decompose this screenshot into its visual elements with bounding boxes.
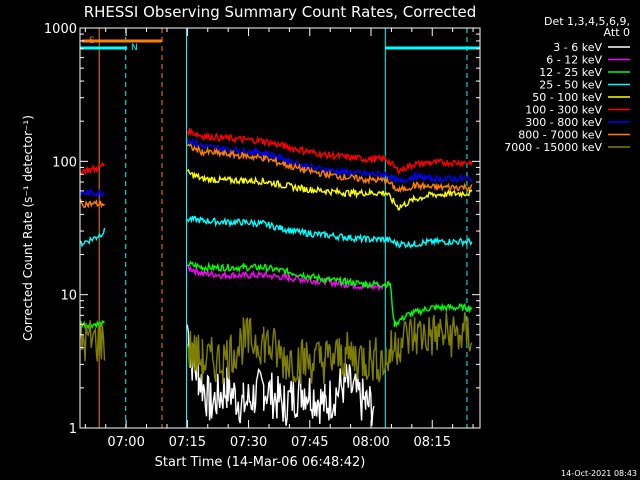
legend-label: 100 - 300 keV: [525, 104, 602, 117]
series-line-3: [80, 215, 473, 249]
legend-label: 6 - 12 keV: [546, 54, 602, 67]
series-line-0: [186, 324, 375, 427]
x-tick-label: 07:15: [169, 435, 206, 450]
x-tick-label: 07:00: [107, 435, 144, 450]
legend-label: 800 - 7000 keV: [518, 129, 602, 142]
series-line-6: [80, 137, 473, 198]
legend-label: 300 - 800 keV: [525, 116, 602, 129]
x-tick-label: 07:30: [230, 435, 267, 450]
plot-frame: [79, 27, 481, 429]
y-tick-label: 1000: [44, 22, 77, 37]
x-tick-label: 08:15: [414, 435, 451, 450]
y-tick-label: 1: [69, 422, 77, 437]
x-tick-label: 07:45: [291, 435, 328, 450]
x-tick-label: 08:00: [352, 435, 389, 450]
series-line-7: [80, 142, 473, 209]
legend-label: 50 - 100 keV: [532, 91, 602, 104]
series-line-2: [80, 260, 473, 330]
legend-header: Att 0: [604, 26, 630, 39]
series-line-8: [80, 312, 473, 385]
legend-label: 25 - 50 keV: [539, 79, 602, 92]
x-axis-label: Start Time (14-Mar-06 06:48:42): [155, 455, 366, 470]
y-tick-label: 100: [52, 155, 77, 170]
series-line-4: [186, 168, 473, 211]
night-label: N: [131, 43, 138, 53]
legend-header: Det 1,3,4,5,6,9,: [544, 15, 630, 28]
attenuator-label: S: [89, 36, 95, 46]
chart-title: RHESSI Observing Summary Count Rates, Co…: [84, 3, 477, 21]
footer-date: 14-Oct-2021 08:43: [561, 469, 637, 478]
y-axis-label: Corrected Count Rate (s⁻¹ detector⁻¹): [21, 115, 35, 341]
legend-label: 12 - 25 keV: [539, 66, 602, 79]
legend-label: 7000 - 15000 keV: [504, 141, 602, 154]
series-line-5: [80, 127, 473, 176]
legend-label: 3 - 6 keV: [553, 41, 602, 54]
y-tick-label: 10: [60, 289, 77, 304]
